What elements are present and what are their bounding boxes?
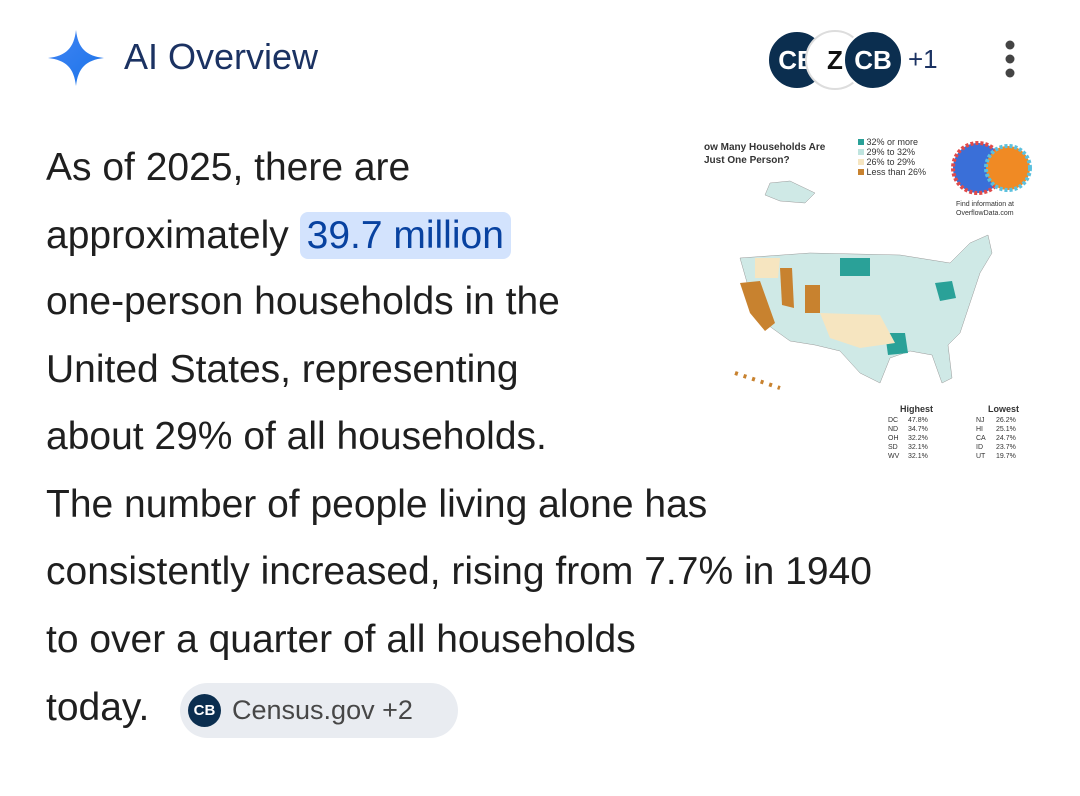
text-line: As of 2025, there are	[46, 146, 411, 189]
legend-item: 26% to 29%	[858, 157, 915, 167]
find-info: Find information at	[956, 201, 1014, 208]
source-chip[interactable]: CB Census.gov +2	[180, 683, 458, 738]
table-cell: 32.1%	[908, 444, 928, 451]
table-cell: OH	[888, 435, 899, 442]
table-cell: 26.2%	[996, 417, 1016, 424]
table-cell: ID	[976, 444, 983, 451]
table-cell: UT	[976, 453, 986, 460]
text-line: about 29% of all households.	[46, 415, 547, 458]
table-heading: Lowest	[988, 404, 1020, 414]
text-line: today.	[46, 686, 150, 729]
chip-icon: CB	[188, 694, 221, 727]
table-cell: WV	[888, 453, 900, 460]
menu-button[interactable]	[998, 38, 1022, 80]
text-line: approximately 39.7 million	[46, 211, 511, 261]
thumb-title: ow Many Households Are	[704, 142, 826, 153]
legend-item: 29% to 32%	[858, 147, 915, 157]
table-cell: NJ	[976, 417, 985, 424]
legend-item: Less than 26%	[858, 167, 926, 177]
table-cell: 32.2%	[908, 435, 928, 442]
text-line: one-person households in the	[46, 280, 560, 323]
thumb-map	[734, 180, 993, 390]
table-cell: ND	[888, 426, 899, 433]
table-cell: 23.7%	[996, 444, 1016, 451]
thumb-logo	[951, 141, 1032, 195]
legend-item: 32% or more	[858, 137, 918, 147]
thumbnail[interactable]: ow Many Households Are Just One Person? …	[700, 128, 1038, 473]
thumb-title: Just One Person?	[704, 155, 790, 166]
more-sources[interactable]: +1	[908, 44, 938, 74]
table-cell: 25.1%	[996, 426, 1016, 433]
sparkle-icon	[48, 30, 104, 86]
table-cell: CA	[976, 435, 986, 442]
table-heading: Highest	[900, 404, 934, 414]
text-line: The number of people living alone has	[46, 483, 708, 526]
table-cell: SD	[888, 444, 898, 451]
table-cell: 47.8%	[908, 417, 928, 424]
find-info: OverflowData.com	[956, 210, 1014, 217]
chip-label: Census.gov +2	[232, 695, 413, 725]
text-line: United States, representing	[46, 348, 519, 391]
table-cell: 34.7%	[908, 426, 928, 433]
text-segment: approximately	[46, 214, 289, 257]
table-cell: HI	[976, 426, 983, 433]
table-cell: 24.7%	[996, 435, 1016, 442]
table-cell: 32.1%	[908, 453, 928, 460]
text-line: to over a quarter of all households	[46, 618, 636, 661]
highlight[interactable]: 39.7 million	[299, 212, 511, 259]
text-line: consistently increased, rising from 7.7%…	[46, 550, 872, 593]
header-title: AI Overview	[124, 36, 319, 77]
table-cell: DC	[888, 417, 899, 424]
table-cell: 19.7%	[996, 453, 1016, 460]
source-icon[interactable]: CB	[843, 30, 903, 90]
